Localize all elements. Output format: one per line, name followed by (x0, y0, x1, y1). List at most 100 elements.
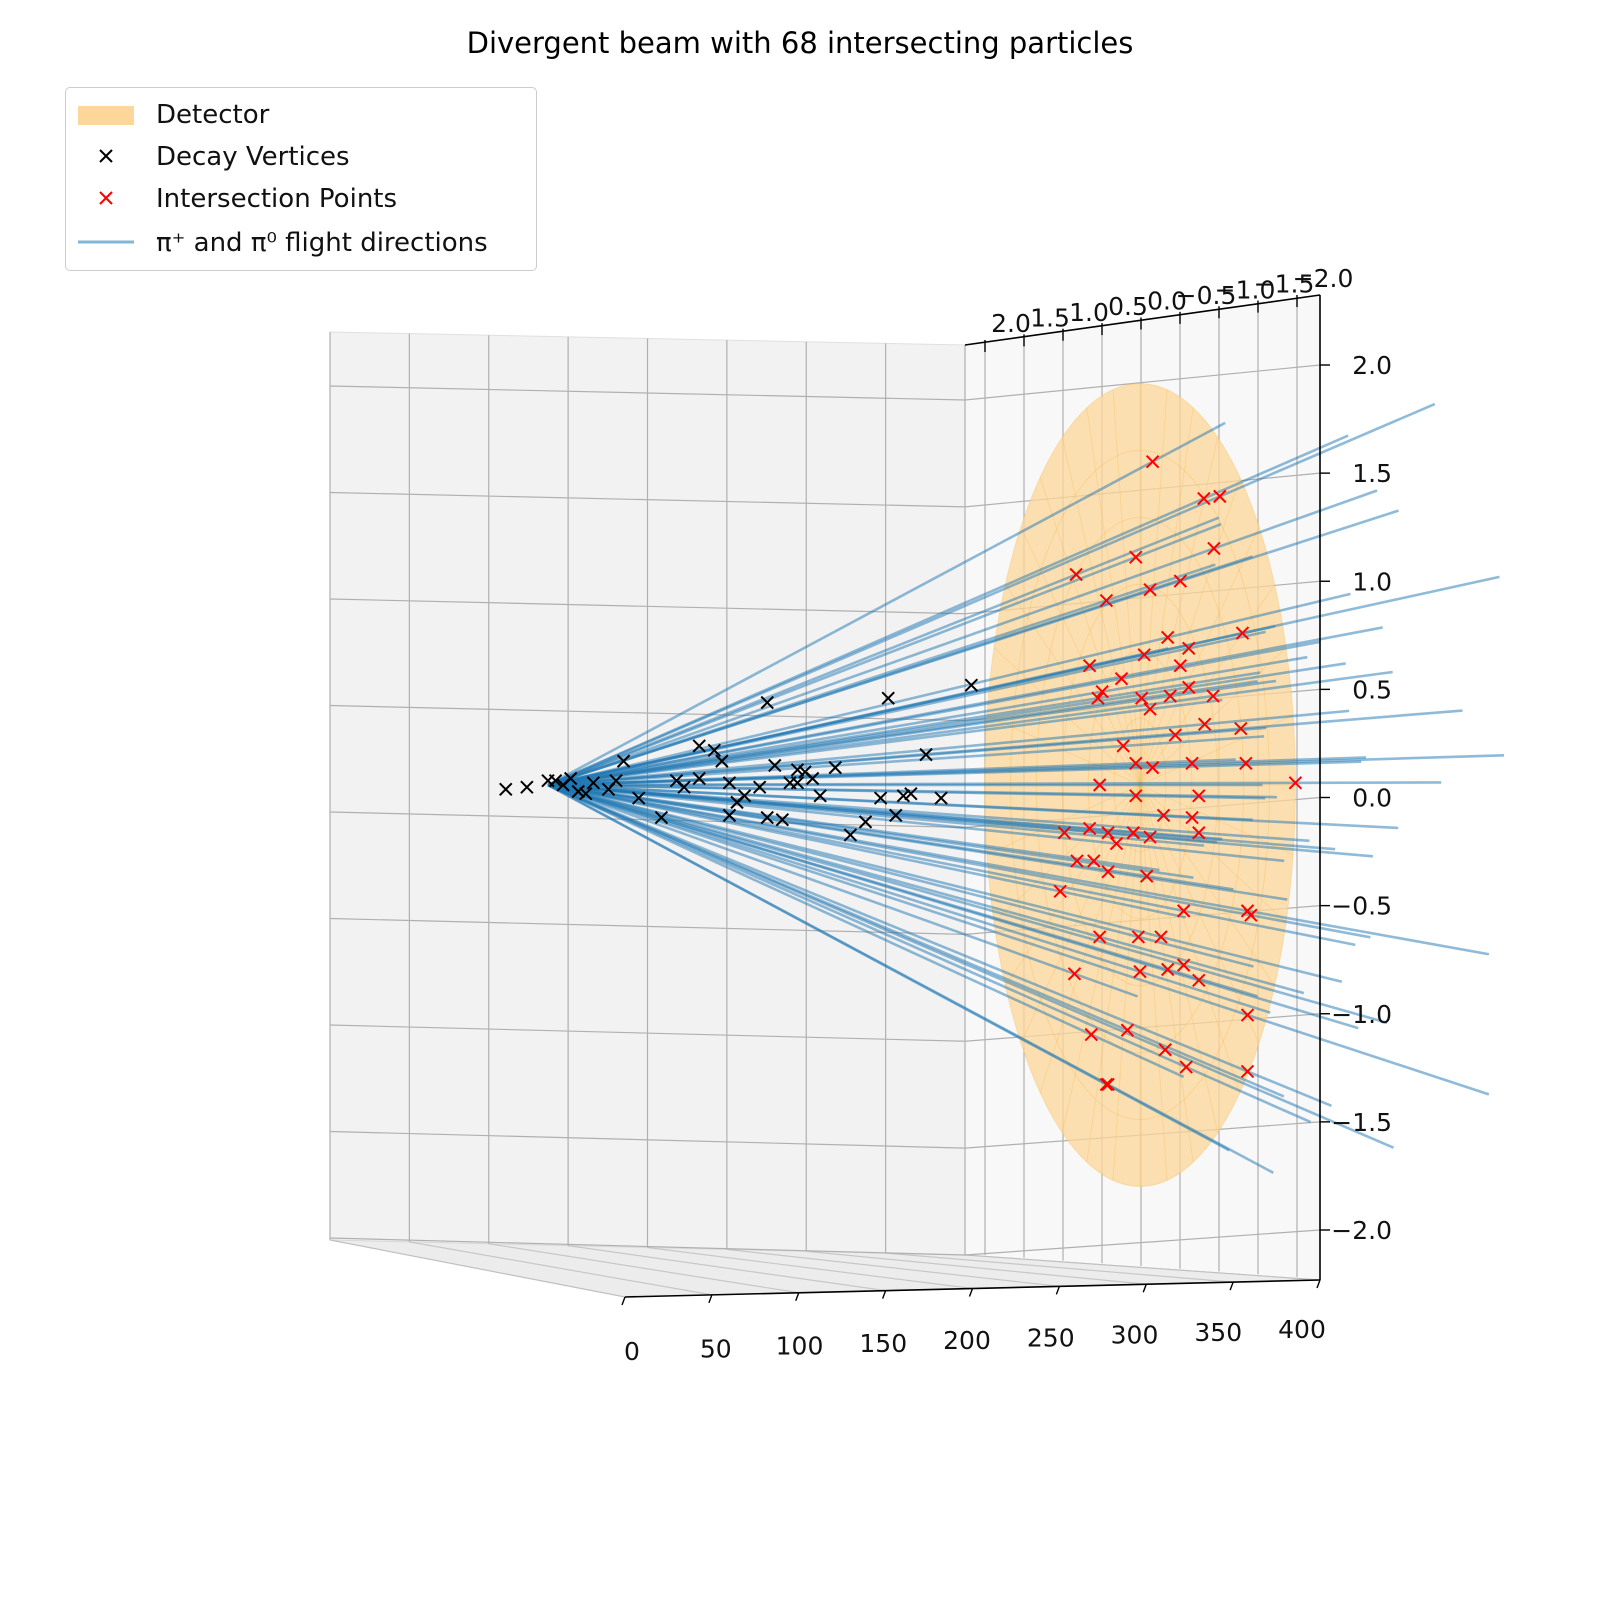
flight-direction-line (547, 402, 1436, 787)
x-tick-label: 0 (624, 1337, 640, 1366)
intersection-point-marker (1082, 658, 1097, 673)
detector-spoke (1005, 784, 1141, 987)
decay-vertex-marker (760, 695, 774, 710)
intersection-point-marker (1099, 1077, 1114, 1092)
decay-vertex-marker (752, 780, 767, 794)
red-x-marker-icon (78, 178, 138, 218)
flight-direction-lines (547, 402, 1505, 1174)
decay-vertex-marker (896, 789, 911, 803)
chart-title: Divergent beam with 68 intersecting part… (466, 26, 1134, 60)
grid-line (329, 1130, 966, 1149)
z-tick-label: 1.5 (1352, 459, 1392, 488)
legend-label: Decay Vertices (156, 142, 350, 172)
intersection-point-marker (1129, 789, 1143, 803)
intersection-point-marker (1101, 1077, 1115, 1092)
decay-vertex-marker (654, 810, 669, 825)
y-tick-labels: 2.0 1.5 1.0 0.5 0.0−0.5−1.0−1.5−2.0 (984, 264, 1354, 352)
intersection-point-marker (1163, 689, 1177, 703)
x-tick-label: 150 (859, 1329, 907, 1358)
flight-direction-line (547, 783, 1218, 844)
intersection-point-marker (1158, 1043, 1172, 1057)
y-tick-label: 1.0 (1069, 298, 1109, 327)
y-tick-label: −1.0 (1215, 275, 1276, 304)
decay-vertex-marker (722, 808, 737, 823)
x-tick-mark (968, 1288, 974, 1297)
intersection-point-marker (1176, 904, 1191, 918)
intersection-point-marker (1143, 582, 1157, 597)
grid-line (885, 1252, 1234, 1283)
decay-vertex-marker (813, 789, 827, 803)
flight-direction-line (547, 726, 1267, 787)
flight-direction-line (547, 698, 1223, 787)
x-tick-label: 350 (1194, 1318, 1242, 1347)
intersection-point-marker (1288, 776, 1303, 790)
intersection-point-marker (1057, 826, 1072, 840)
decay-vertex-marker (828, 760, 842, 775)
flight-direction-line (547, 489, 1378, 787)
x-tick-mark (1229, 1281, 1234, 1291)
intersection-point-markers (1053, 454, 1303, 1092)
intersection-point-marker (1116, 739, 1130, 753)
intersection-point-marker (1101, 865, 1115, 879)
z-tick-labels: 2.0 1.5 1.0 0.5 0.0 −0.5 −1.0 −1.5 −2.0 (1320, 351, 1392, 1245)
decay-vertex-markers (499, 678, 979, 842)
flight-direction-line (547, 783, 1395, 1149)
grid-line (329, 598, 966, 615)
intersection-point-marker (1084, 1027, 1098, 1042)
intersection-point-marker (1185, 756, 1199, 771)
z-tick-label: 0.0 (1352, 784, 1392, 813)
intersection-point-marker (1168, 728, 1182, 742)
decay-vertex-marker (737, 789, 752, 803)
detector-spoke (993, 784, 1141, 923)
x-tick-label: 400 (1278, 1315, 1326, 1344)
decay-vertex-marker (904, 786, 918, 801)
legend-label: Intersection Points (156, 184, 398, 214)
intersection-point-marker (1239, 756, 1253, 771)
intersection-point-marker (1240, 1064, 1255, 1079)
legend: Detector Decay Vertices Intersection Poi… (65, 87, 537, 271)
detector-spoke (1139, 407, 1194, 786)
y-tick-label: 2.0 (991, 309, 1031, 338)
flight-direction-line (547, 783, 1139, 998)
intersection-point-marker (1234, 721, 1248, 736)
decay-vertex-marker (889, 808, 903, 823)
grid-line (329, 1239, 626, 1298)
decay-vertex-marker (919, 747, 933, 762)
x-tick-mark (1055, 1286, 1061, 1295)
blue-line-icon (78, 222, 138, 262)
decay-vertex-marker (881, 691, 895, 705)
intersection-point-marker (1137, 648, 1151, 662)
y-tick-label: −0.5 (1176, 281, 1237, 310)
intersection-point-marker (1173, 658, 1188, 673)
y-tick-label: −2.0 (1293, 264, 1354, 293)
detector-spoke (1061, 437, 1141, 786)
black-x-marker-icon (78, 136, 138, 176)
intersection-point-marker (1134, 691, 1149, 705)
intersection-point-marker (1176, 958, 1191, 972)
intersection-point-marker (1092, 930, 1107, 944)
grid-line (329, 385, 966, 401)
intersection-point-marker (1143, 702, 1157, 716)
x-tick-label: 200 (943, 1326, 991, 1355)
y-tick-label: 1.5 (1030, 303, 1070, 332)
intersection-point-marker (1069, 567, 1083, 582)
z-tick-label: −1.5 (1331, 1108, 1392, 1137)
x-tick-mark (795, 1292, 800, 1301)
x-tick-mark (1316, 1279, 1321, 1289)
intersection-point-marker (1092, 778, 1107, 792)
intersection-point-marker (1207, 541, 1221, 556)
x-tick-mark (621, 1296, 626, 1306)
intersection-point-marker (1091, 691, 1105, 705)
intersection-point-marker (1082, 821, 1097, 836)
grid-line (409, 1241, 712, 1296)
x-tick-labels: 0 50 100 150 200 250 300 350 400 (621, 1279, 1326, 1366)
decay-vertex-marker (775, 813, 790, 827)
detector-spoke (1112, 389, 1141, 786)
flight-direction-line (547, 783, 1234, 891)
flight-direction-line (547, 783, 1285, 863)
legend-label: π⁺ and π⁰ flight directions (156, 228, 488, 258)
decay-vertex-marker (548, 773, 563, 788)
flight-direction-line (547, 735, 1265, 787)
decay-vertex-marker (715, 754, 729, 768)
